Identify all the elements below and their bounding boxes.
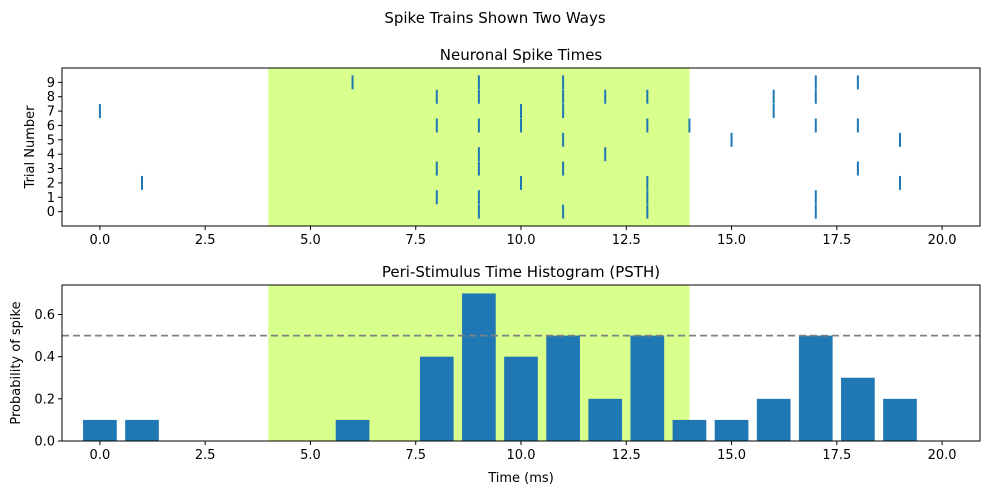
psth-y-tick-label: 0.2 — [34, 392, 55, 407]
psth-bar — [125, 419, 159, 441]
psth-bar — [630, 335, 665, 441]
raster-x-tick-label: 20.0 — [928, 233, 957, 248]
psth-x-tick-label: 0.0 — [90, 448, 111, 463]
raster-y-tick-label: 6 — [47, 119, 55, 134]
psth-y-ticks: 0.0 0.2 0.4 0.6 — [34, 308, 62, 450]
psth-bar — [335, 419, 370, 441]
psth-x-tick-label: 17.5 — [822, 448, 851, 463]
raster-x-tick-label: 12.5 — [612, 233, 641, 248]
raster-y-tick-label: 5 — [47, 133, 55, 148]
raster-x-tick-label: 17.5 — [822, 233, 851, 248]
raster-y-tick-label: 1 — [47, 191, 55, 206]
psth-bar — [841, 377, 875, 441]
raster-x-tick-label: 2.5 — [195, 233, 216, 248]
psth-bar — [798, 335, 833, 441]
raster-y-tick-label: 9 — [47, 76, 55, 91]
raster-title: Neuronal Spike Times — [440, 46, 603, 64]
psth-x-tick-label: 20.0 — [928, 448, 957, 463]
psth-bar — [672, 419, 707, 441]
psth-bar — [756, 398, 791, 441]
raster-x-tick-label: 7.5 — [405, 233, 426, 248]
psth-y-tick-label: 0.6 — [34, 308, 55, 323]
psth-plot: 0.0 2.5 5.0 7.5 10.0 12.5 15.0 17.5 20.0 0.00.20… — [9, 263, 981, 486]
raster-y-tick-label: 7 — [47, 105, 55, 120]
psth-bars — [83, 293, 917, 441]
raster-x-tick-label: 15.0 — [717, 233, 746, 248]
psth-bar — [714, 419, 749, 441]
psth-x-tick-label: 15.0 — [717, 448, 746, 463]
raster-x-tick-label: 5.0 — [300, 233, 321, 248]
raster-y-tick-label: 2 — [47, 176, 55, 191]
psth-x-ticks: 0.0 2.5 5.0 7.5 10.0 12.5 15.0 17.5 20.0 — [90, 441, 957, 463]
psth-y-tick-label: 0.0 — [34, 435, 55, 450]
raster-x-tick-label: 0.0 — [90, 233, 111, 248]
psth-y-tick-label: 0.4 — [34, 350, 55, 365]
raster-y-tick-label: 0 — [47, 205, 55, 220]
psth-bar — [504, 356, 538, 441]
psth-bar — [462, 293, 496, 441]
psth-bar — [419, 356, 454, 441]
raster-plot: 0.0 2.5 5.0 7.5 10.0 12.5 15.0 17.5 20.0 0123456… — [23, 46, 981, 248]
raster-x-tick-label: 10.0 — [507, 233, 536, 248]
psth-x-tick-label: 10.0 — [507, 448, 536, 463]
figure-suptitle: Spike Trains Shown Two Ways — [384, 9, 606, 27]
raster-y-axis-label: Trial Number — [23, 105, 38, 190]
raster-y-tick-label: 8 — [47, 90, 55, 105]
raster-y-tick-label: 4 — [47, 148, 55, 163]
psth-x-tick-label: 2.5 — [195, 448, 216, 463]
psth-x-tick-label: 12.5 — [612, 448, 641, 463]
psth-y-axis-label: Probability of spike — [9, 301, 24, 424]
raster-spike-marks — [98, 75, 901, 219]
raster-x-ticks: 0.0 2.5 5.0 7.5 10.0 12.5 15.0 17.5 20.0 — [90, 226, 957, 248]
psth-x-tick-label: 5.0 — [300, 448, 321, 463]
psth-bar — [83, 419, 117, 441]
psth-title: Peri-Stimulus Time Histogram (PSTH) — [382, 263, 660, 281]
psth-x-tick-label: 7.5 — [405, 448, 426, 463]
psth-bar — [588, 398, 623, 441]
raster-y-tick-label: 3 — [47, 162, 55, 177]
psth-x-axis-label: Time (ms) — [487, 471, 554, 486]
psth-bar — [546, 335, 580, 441]
psth-bar — [883, 398, 917, 441]
